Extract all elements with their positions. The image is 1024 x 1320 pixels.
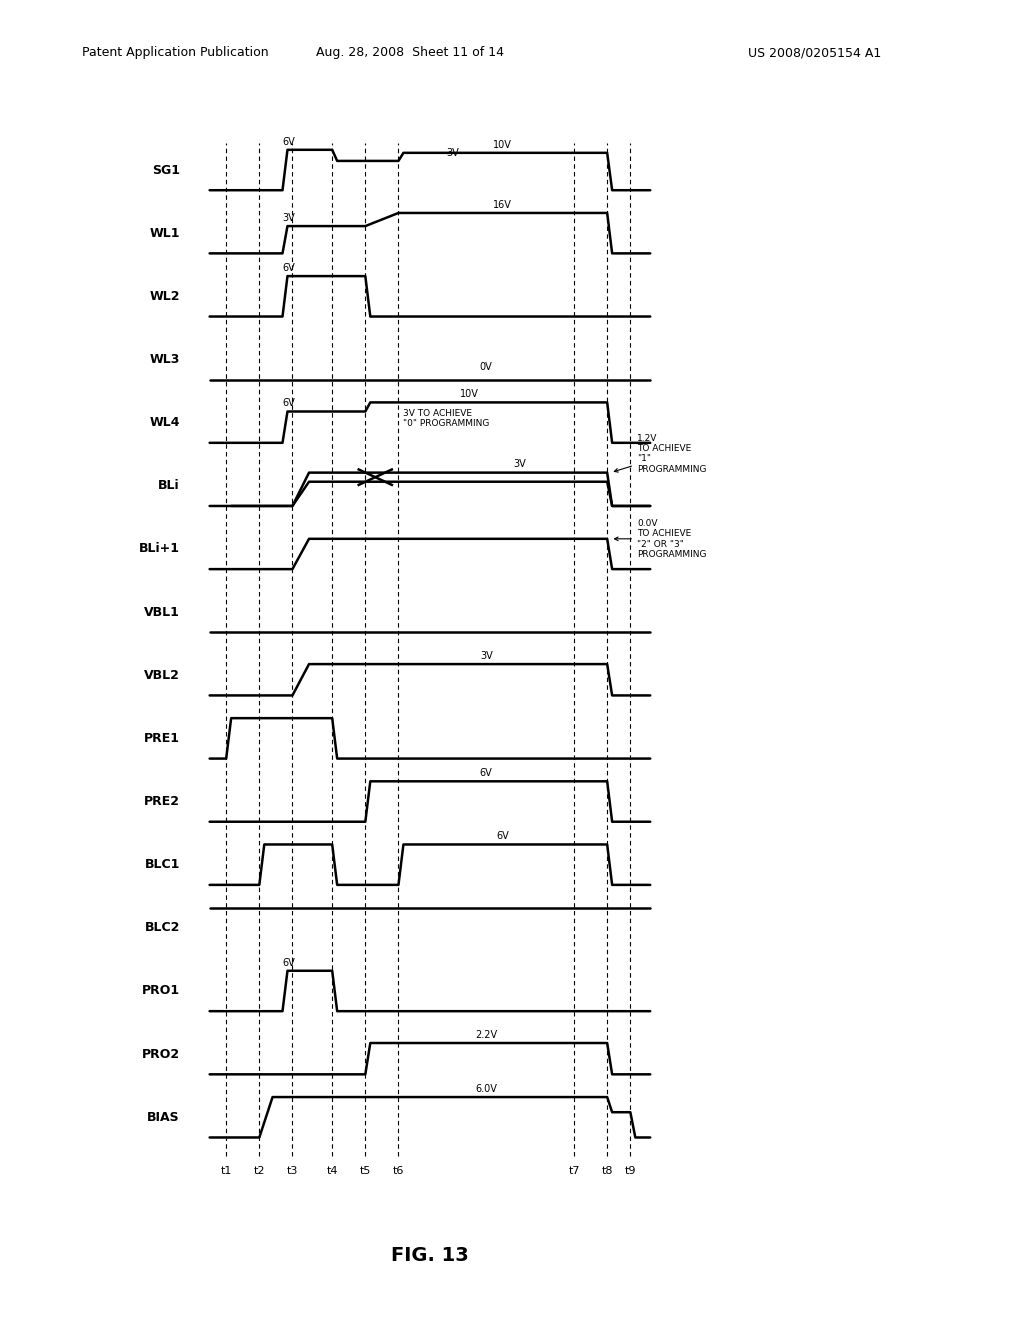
Text: 16V: 16V [494,199,512,210]
Text: BLi+1: BLi+1 [139,543,180,556]
Text: WL1: WL1 [150,227,180,240]
Text: 6V: 6V [497,832,509,841]
Text: 0.0V
TO ACHIEVE
"2" OR "3"
PROGRAMMING: 0.0V TO ACHIEVE "2" OR "3" PROGRAMMING [614,519,707,558]
Text: BLC2: BLC2 [144,921,180,935]
Text: t2: t2 [254,1166,265,1176]
Text: VBL2: VBL2 [144,669,180,681]
Text: t3: t3 [287,1166,298,1176]
Text: BLi: BLi [158,479,180,492]
Text: WL2: WL2 [150,290,180,302]
Text: 6V: 6V [283,137,296,147]
Text: BLC1: BLC1 [144,858,180,871]
Text: Patent Application Publication: Patent Application Publication [82,46,268,59]
Text: 6.0V: 6.0V [475,1084,498,1094]
Text: WL4: WL4 [150,416,180,429]
Text: 3V: 3V [283,213,296,223]
Text: t9: t9 [625,1166,636,1176]
Text: t1: t1 [220,1166,231,1176]
Text: BIAS: BIAS [147,1110,180,1123]
Text: t8: t8 [601,1166,613,1176]
Text: 10V: 10V [494,140,512,149]
Text: VBL1: VBL1 [144,606,180,619]
Text: 3V TO ACHIEVE
"0" PROGRAMMING: 3V TO ACHIEVE "0" PROGRAMMING [403,409,489,428]
Text: 0V: 0V [480,362,493,372]
Text: 1.2V
TO ACHIEVE
"1"
PROGRAMMING: 1.2V TO ACHIEVE "1" PROGRAMMING [614,433,707,474]
Text: t5: t5 [359,1166,371,1176]
Text: PRE1: PRE1 [143,731,180,744]
Text: 6V: 6V [283,957,296,968]
Text: 3V: 3V [513,459,525,470]
Text: 10V: 10V [460,389,479,399]
Text: PRE2: PRE2 [143,795,180,808]
Text: 6V: 6V [480,768,493,779]
Text: FIG. 13: FIG. 13 [391,1246,469,1265]
Text: 6V: 6V [283,263,296,273]
Text: 3V: 3V [446,148,460,158]
Text: t4: t4 [327,1166,338,1176]
Text: 6V: 6V [283,399,296,408]
Text: 2.2V: 2.2V [475,1030,498,1040]
Text: 3V: 3V [480,651,493,661]
Text: SG1: SG1 [152,164,180,177]
Text: PRO2: PRO2 [141,1048,180,1061]
Text: PRO1: PRO1 [141,985,180,998]
Text: t6: t6 [393,1166,404,1176]
Text: US 2008/0205154 A1: US 2008/0205154 A1 [748,46,881,59]
Text: t7: t7 [568,1166,580,1176]
Text: WL3: WL3 [150,352,180,366]
Text: Aug. 28, 2008  Sheet 11 of 14: Aug. 28, 2008 Sheet 11 of 14 [315,46,504,59]
